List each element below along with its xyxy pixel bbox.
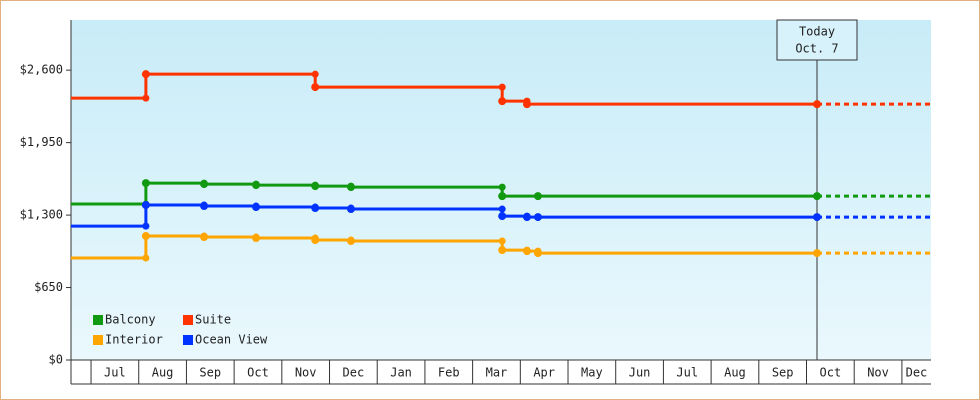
point-marker bbox=[252, 181, 261, 190]
legend-label: Interior bbox=[105, 333, 163, 347]
x-tick-label: May bbox=[581, 366, 603, 380]
x-tick-label: Dec bbox=[343, 366, 365, 380]
today-box bbox=[776, 19, 858, 61]
point-marker bbox=[141, 201, 150, 210]
legend-swatch bbox=[183, 315, 193, 325]
point-marker bbox=[498, 192, 507, 201]
legend-swatch bbox=[183, 335, 193, 345]
point-marker bbox=[200, 180, 209, 189]
x-tick-label: Jan bbox=[390, 366, 412, 380]
legend-swatch bbox=[93, 335, 103, 345]
point-marker bbox=[533, 213, 542, 222]
point-marker bbox=[498, 183, 506, 191]
x-tick-label: Dec bbox=[906, 366, 928, 380]
y-tick-label: $650 bbox=[34, 280, 63, 294]
x-tick-label: Aug bbox=[152, 366, 174, 380]
point-marker bbox=[311, 83, 320, 92]
x-tick-label: Sep bbox=[772, 366, 794, 380]
point-marker bbox=[498, 212, 507, 221]
point-marker bbox=[498, 246, 507, 255]
point-marker bbox=[533, 192, 542, 201]
x-tick-label: Aug bbox=[724, 366, 746, 380]
x-tick-label: Mar bbox=[486, 366, 508, 380]
y-tick-label: $2,600 bbox=[20, 63, 63, 77]
today-label: Today bbox=[799, 25, 835, 39]
point-marker bbox=[252, 234, 261, 243]
point-marker bbox=[346, 205, 355, 214]
legend-label: Balcony bbox=[105, 313, 156, 327]
x-tick-label: Apr bbox=[533, 366, 555, 380]
point-marker bbox=[498, 205, 506, 213]
point-marker bbox=[498, 237, 506, 245]
x-tick-label: Nov bbox=[867, 366, 889, 380]
point-marker bbox=[813, 249, 822, 258]
legend-swatch bbox=[93, 315, 103, 325]
point-marker bbox=[311, 204, 320, 213]
point-marker bbox=[498, 97, 507, 106]
point-marker bbox=[252, 203, 261, 212]
point-marker bbox=[200, 202, 209, 211]
point-marker bbox=[141, 70, 150, 79]
point-marker bbox=[522, 100, 531, 109]
x-tick-label: Sep bbox=[199, 366, 221, 380]
point-marker bbox=[311, 182, 320, 191]
x-tick-label: Jun bbox=[629, 366, 651, 380]
point-marker bbox=[311, 236, 320, 245]
point-marker bbox=[346, 183, 355, 192]
point-marker bbox=[142, 254, 150, 262]
point-marker bbox=[813, 213, 822, 222]
point-marker bbox=[498, 83, 506, 91]
x-tick-label: Jul bbox=[676, 366, 698, 380]
y-tick-label: $0 bbox=[49, 353, 63, 367]
point-marker bbox=[522, 213, 531, 222]
legend-label: Ocean View bbox=[195, 333, 268, 347]
point-marker bbox=[522, 247, 531, 256]
y-tick-label: $1,300 bbox=[20, 208, 63, 222]
today-label: Oct. 7 bbox=[795, 42, 838, 56]
point-marker bbox=[142, 222, 150, 230]
point-marker bbox=[311, 70, 319, 78]
point-marker bbox=[813, 192, 822, 201]
point-marker bbox=[141, 232, 150, 241]
point-marker bbox=[142, 94, 150, 102]
x-tick-label: Oct bbox=[820, 366, 842, 380]
x-tick-label: Jul bbox=[104, 366, 126, 380]
x-tick-label: Feb bbox=[438, 366, 460, 380]
point-marker bbox=[200, 233, 209, 242]
point-marker bbox=[141, 179, 150, 188]
x-tick-label: Oct bbox=[247, 366, 269, 380]
legend-label: Suite bbox=[195, 313, 231, 327]
point-marker bbox=[346, 237, 355, 246]
point-marker bbox=[813, 100, 822, 109]
point-marker bbox=[533, 249, 542, 258]
y-tick-label: $1,950 bbox=[20, 135, 63, 149]
x-tick-label: Nov bbox=[295, 366, 317, 380]
